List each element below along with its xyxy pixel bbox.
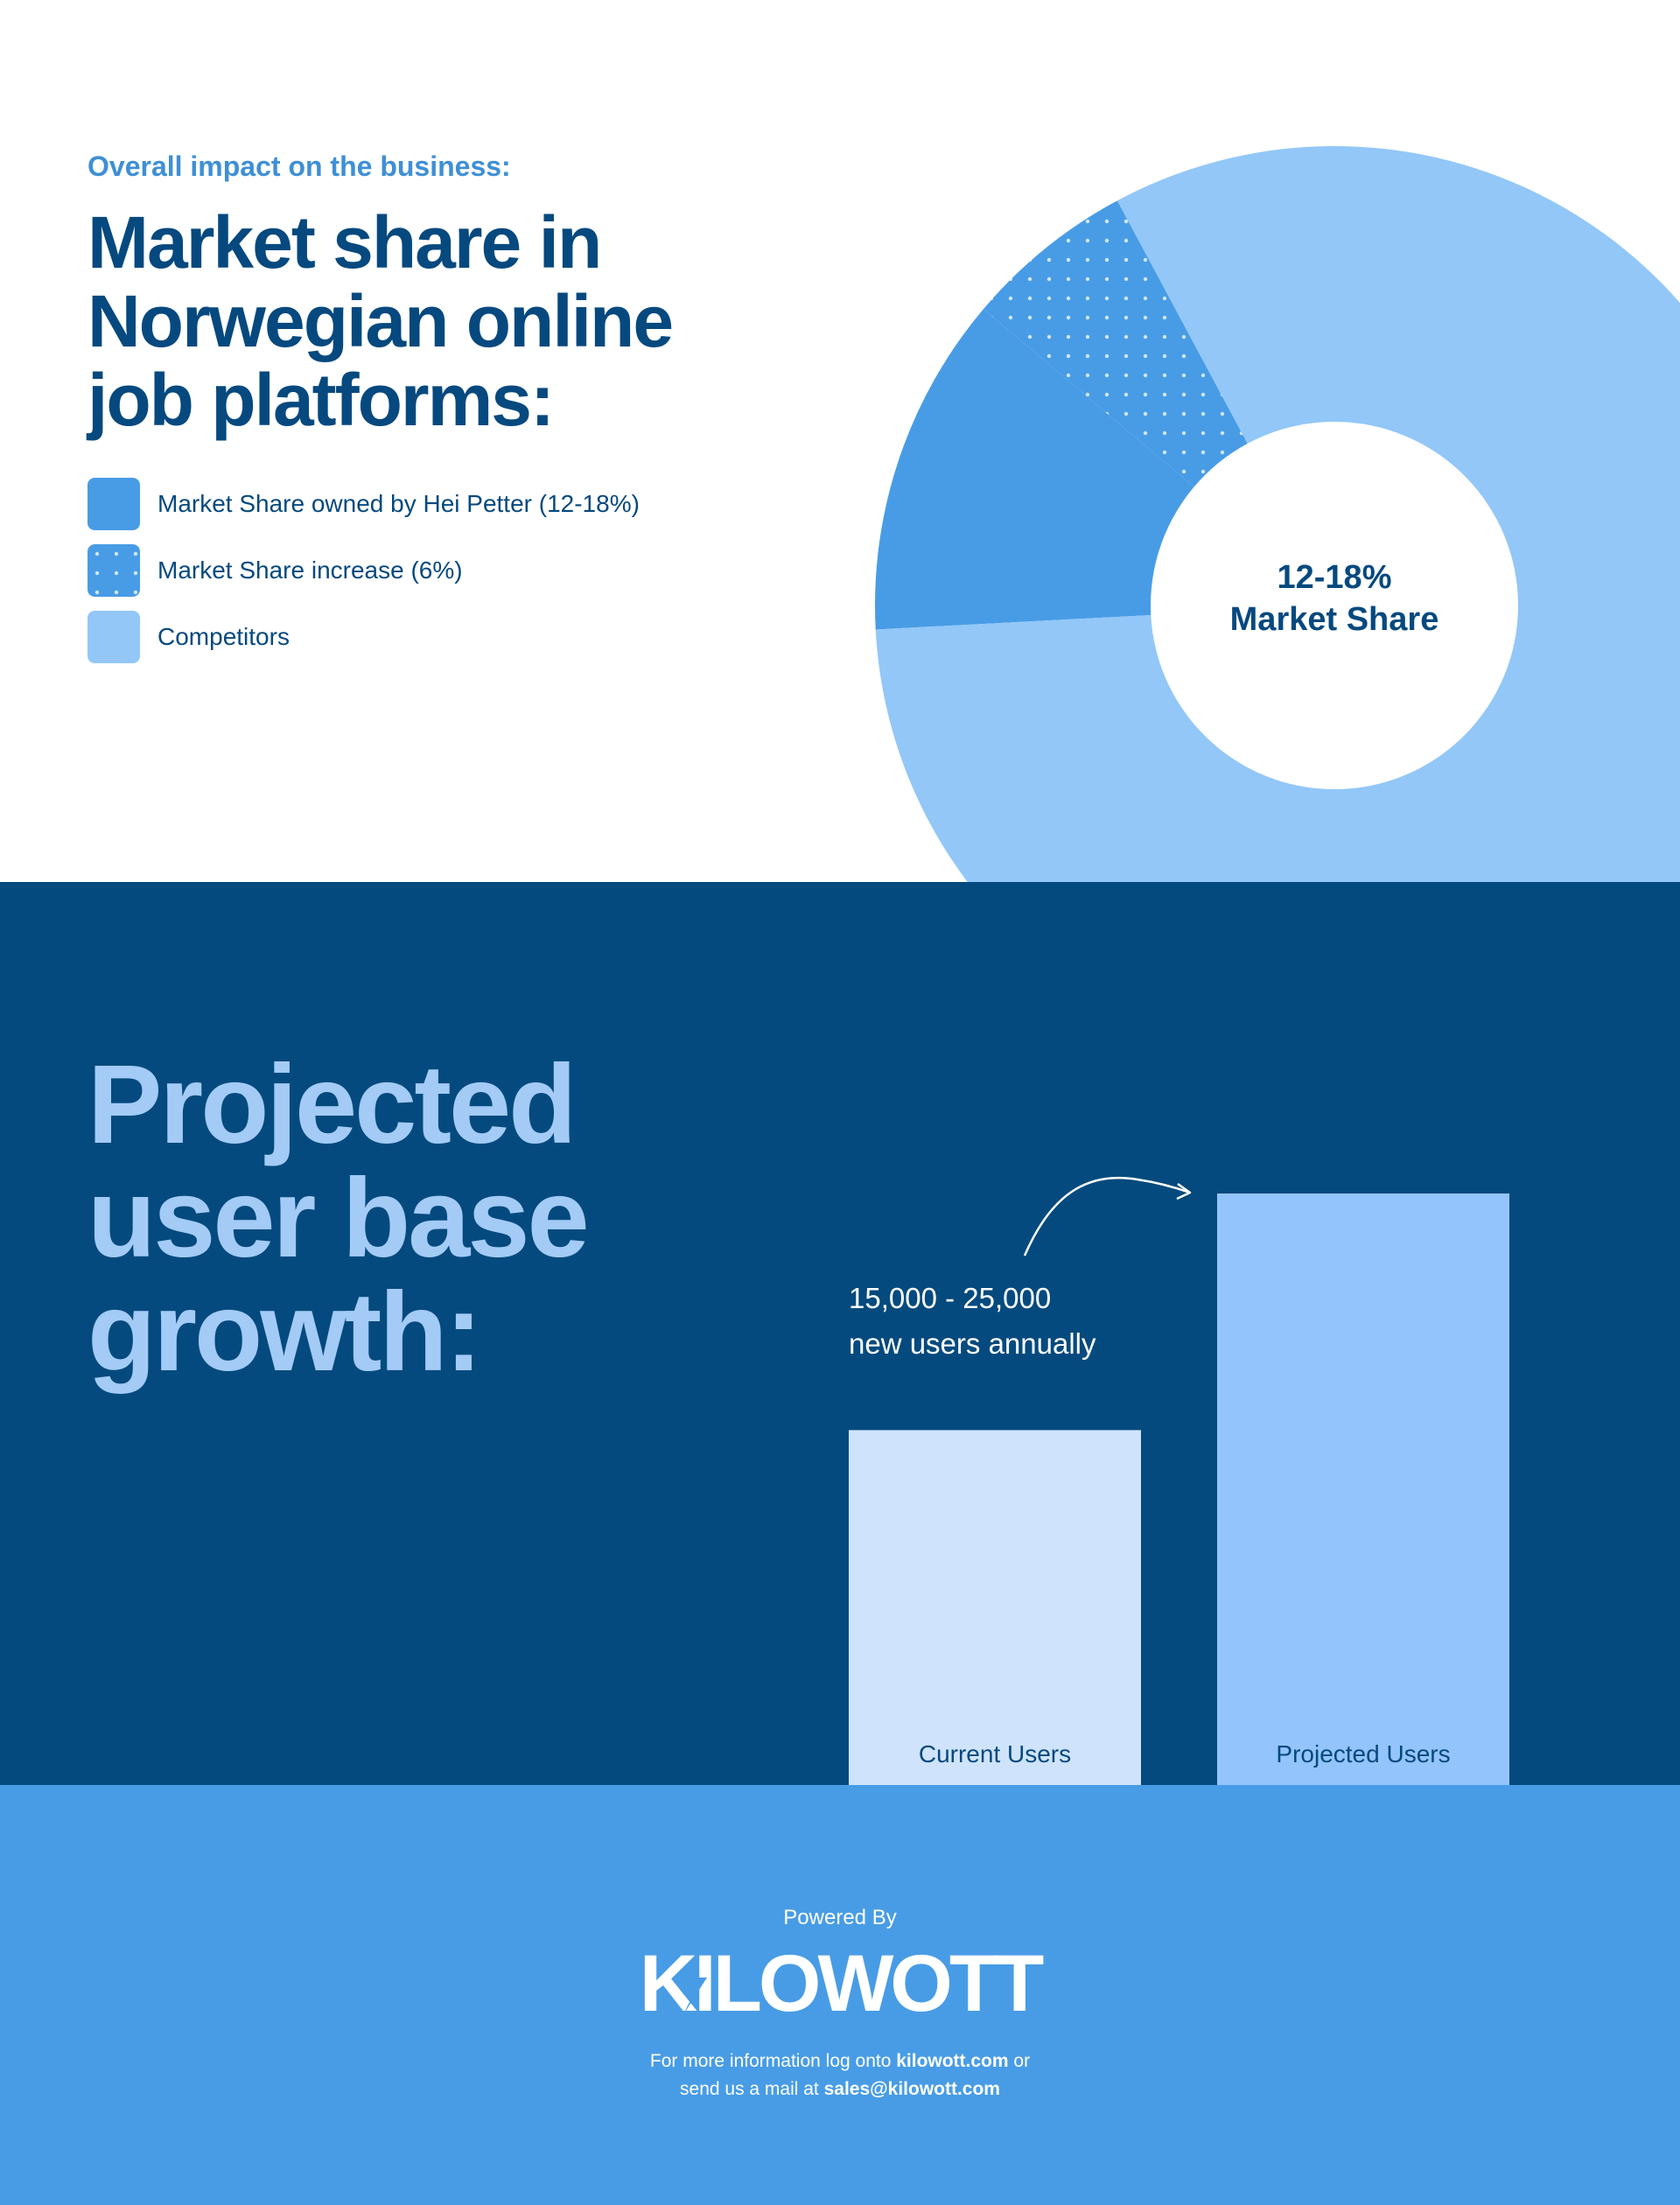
user-growth-section: Projected user base growth: Current User… [0,882,1680,1785]
annotation-range: 15,000 - 25,000 [849,1282,1052,1314]
market-share-section: 12-18% Market Share Overall impact on the… [0,0,1680,882]
annotation-caption: new users annually [849,1327,1096,1360]
donut-center-label: Market Share [1230,601,1439,638]
legend-item-competitors: Competitors [88,611,640,663]
logo-wordmark: KILOWOTT [640,1946,1044,2021]
bar-current-users [849,1430,1141,1785]
user-growth-bar-chart: Current Users Projected Users [849,1176,1509,1785]
donut-hole [1151,422,1518,789]
market-share-title: Market share in Norwegian online job pla… [88,201,674,441]
legend-label-increase: Market Share increase (6%) [158,556,463,584]
footer-info-line1: For more information log onto kilowott.c… [0,2048,1680,2076]
legend-item-owned: Market Share owned by Hei Petter (12-18%… [88,478,640,530]
kilowott-logo: KILOWOTT [640,1946,1047,2021]
footer-info: For more information log onto kilowott.c… [0,2048,1680,2104]
curved-arrow-icon [1023,1176,1191,1256]
bar-projected-users [1217,1194,1509,1785]
legend-swatch-owned [88,478,140,530]
bar-projected-users-label: Projected Users [1276,1740,1450,1768]
growth-annotation: 15,000 - 25,000 new users annually [849,1276,1096,1367]
legend-swatch-increase [88,544,140,597]
growth-title: Projected user base growth: [88,1042,590,1395]
mail-prefix: send us a mail at [680,2079,824,2099]
market-share-donut-chart: 12-18% Market Share [875,146,1680,882]
legend-label-competitors: Competitors [158,623,290,650]
legend-item-increase: Market Share increase (6%) [88,544,640,597]
powered-by-label: Powered By [783,1906,897,1929]
footer-info-line2: send us a mail at sales@kilowott.com [0,2076,1680,2104]
email-link[interactable]: sales@kilowott.com [823,2079,1000,2099]
bar-current-users-label: Current Users [919,1740,1071,1768]
legend-label-owned: Market Share owned by Hei Petter (12-18%… [158,490,640,517]
info-mid: or [1008,2051,1031,2071]
section-eyebrow: Overall impact on the business: [88,150,511,182]
bolt-icon [682,1958,707,2016]
arrow-head-icon [1176,1182,1192,1200]
chart-legend: Market Share owned by Hei Petter (12-18%… [88,478,640,677]
footer: Powered By KILOWOTT For more information… [0,1785,1680,2205]
info-prefix: For more information log onto [649,2051,897,2071]
legend-swatch-competitors [88,611,140,663]
donut-center-value: 12-18% [1278,559,1392,596]
site-link[interactable]: kilowott.com [896,2051,1009,2071]
